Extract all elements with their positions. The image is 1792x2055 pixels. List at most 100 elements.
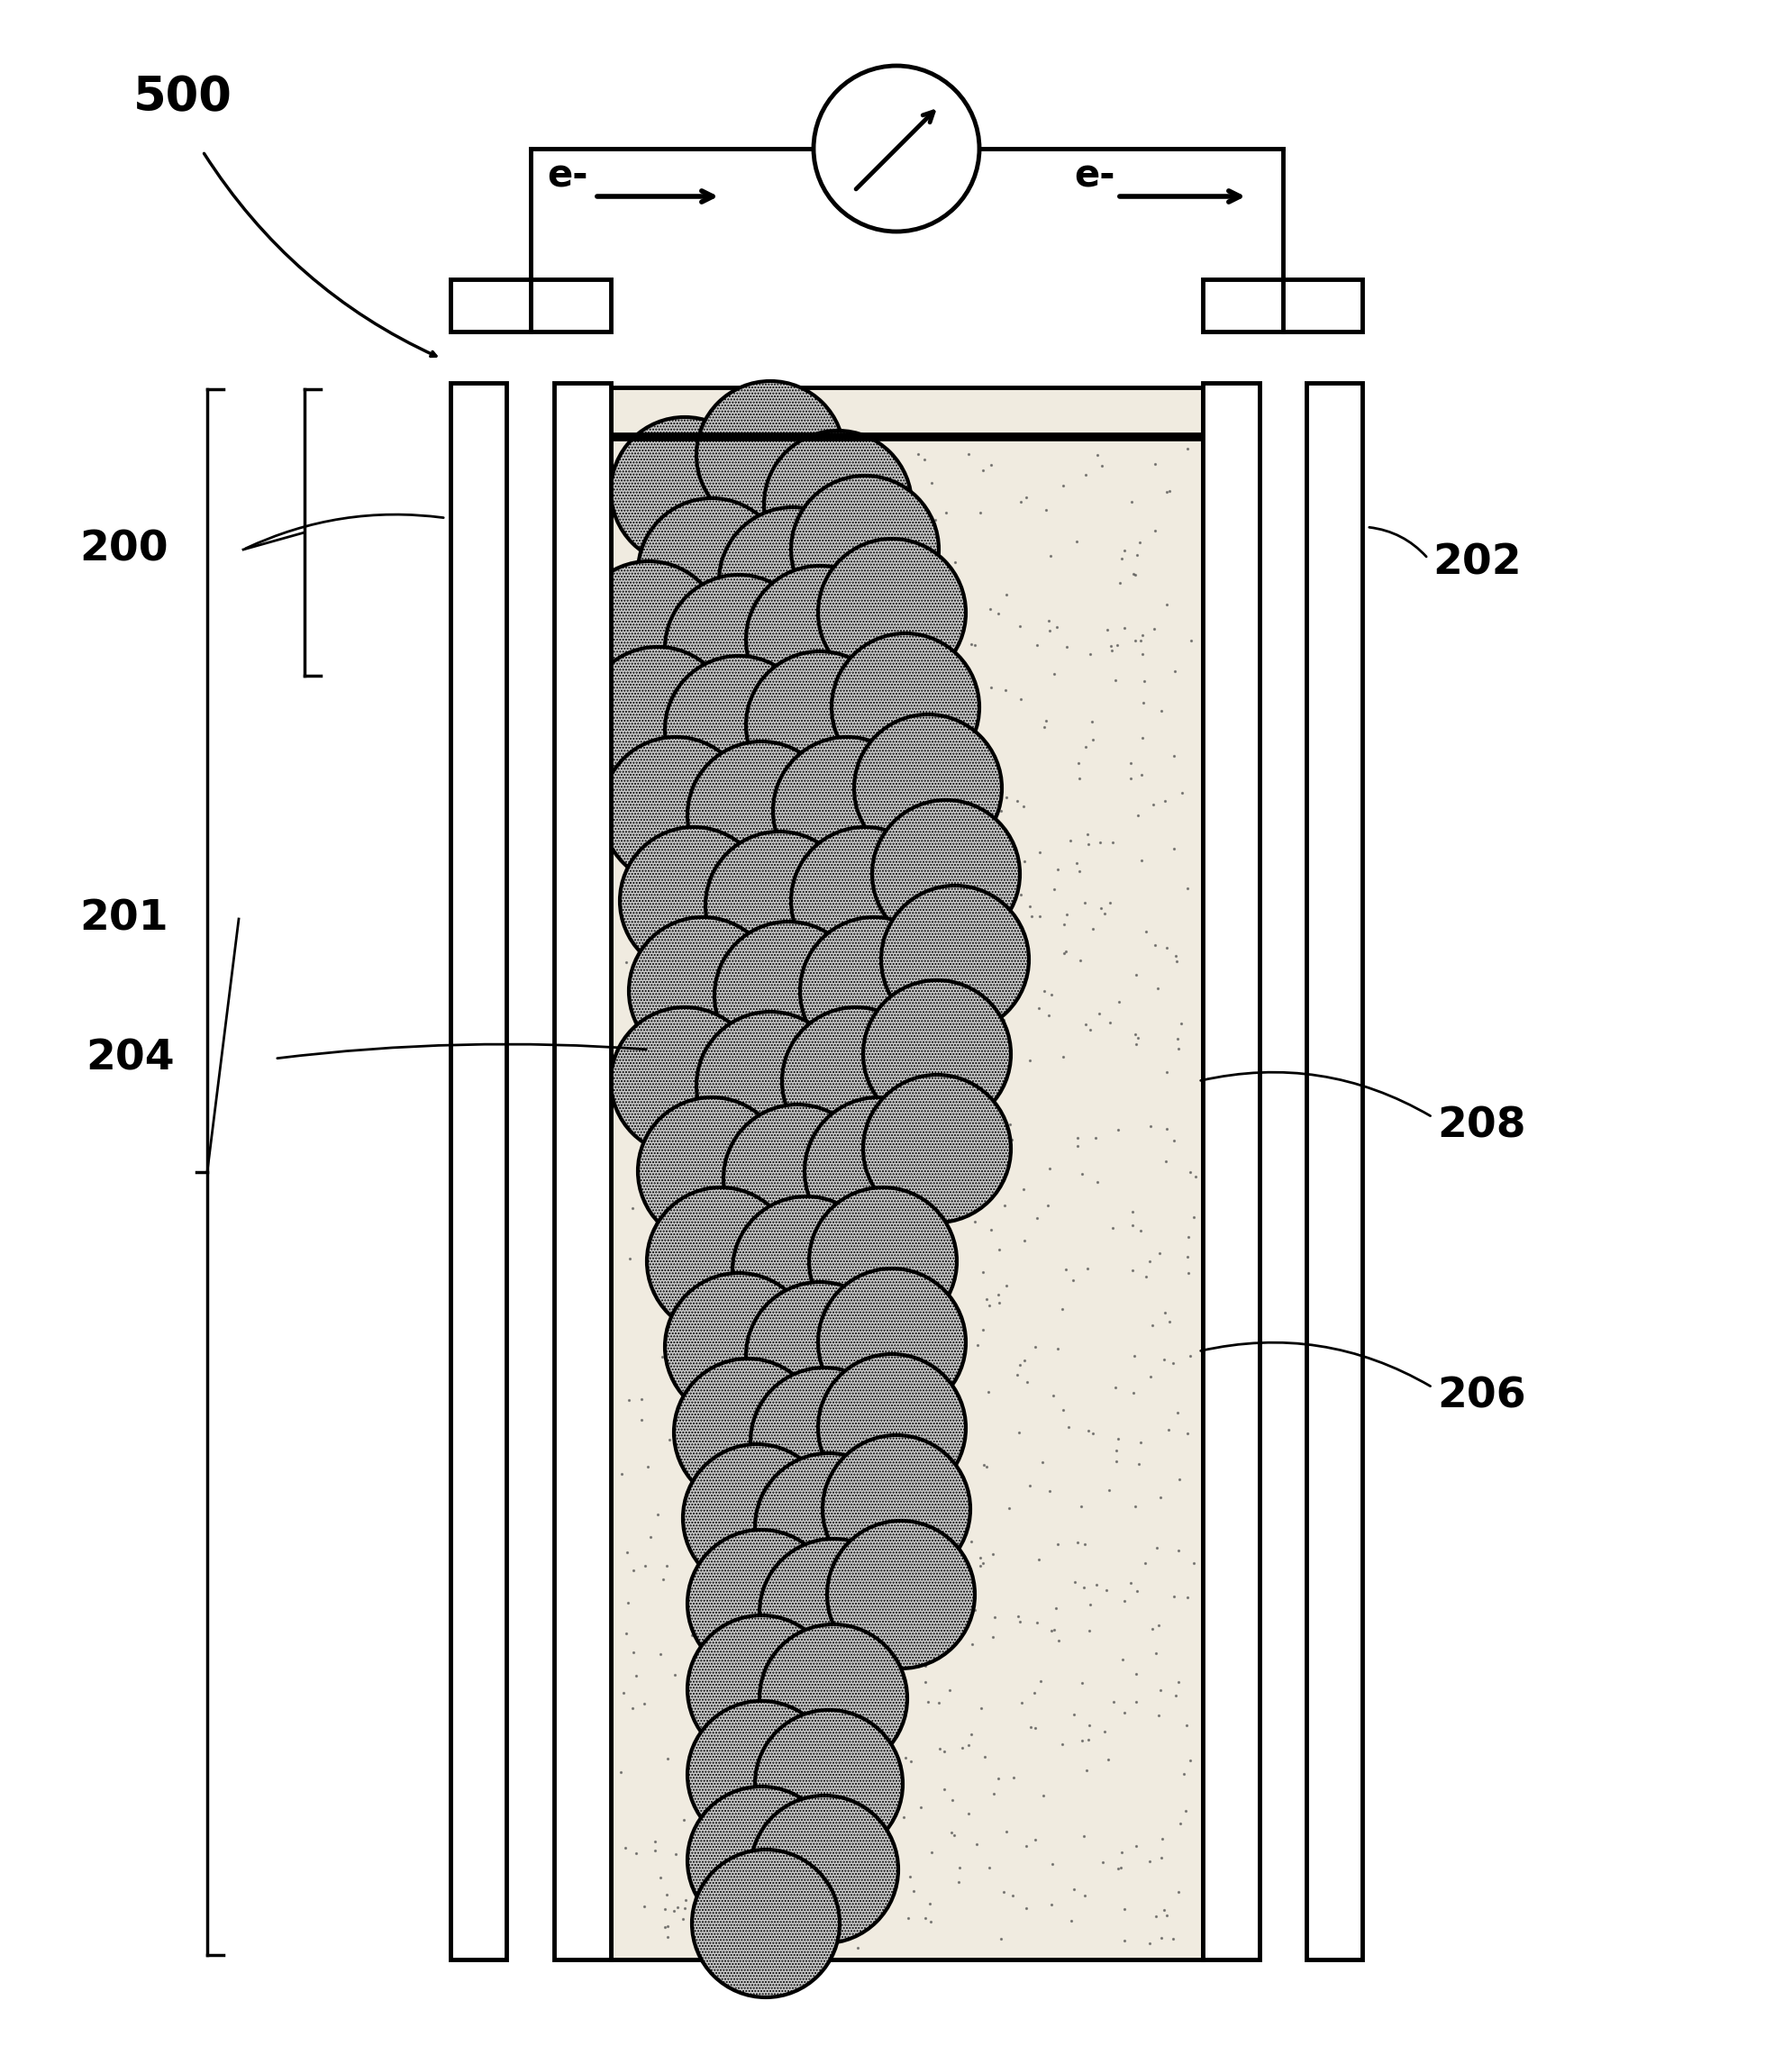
Point bbox=[656, 709, 685, 742]
Point bbox=[665, 1266, 694, 1299]
Point bbox=[720, 1792, 749, 1825]
Point bbox=[1136, 1360, 1165, 1393]
Text: 200: 200 bbox=[79, 530, 168, 569]
Circle shape bbox=[686, 1786, 835, 1934]
Point bbox=[966, 497, 995, 530]
Circle shape bbox=[683, 1445, 830, 1593]
Point bbox=[1043, 853, 1072, 886]
Point bbox=[857, 1325, 885, 1358]
Point bbox=[984, 1233, 1012, 1266]
Point bbox=[973, 890, 1002, 923]
Point bbox=[654, 1424, 683, 1457]
Point bbox=[681, 1404, 710, 1436]
Point bbox=[677, 1870, 706, 1903]
Point bbox=[735, 1562, 763, 1595]
Point bbox=[817, 1408, 846, 1441]
Point bbox=[1063, 1122, 1091, 1155]
Point bbox=[1025, 836, 1054, 869]
Point bbox=[668, 894, 697, 927]
Point bbox=[1070, 1878, 1098, 1911]
Point bbox=[1134, 1928, 1163, 1960]
Point bbox=[1068, 1572, 1097, 1605]
Point bbox=[615, 869, 643, 902]
Point bbox=[692, 1675, 720, 1708]
Point bbox=[896, 1745, 925, 1778]
Point bbox=[1163, 1876, 1192, 1909]
Point bbox=[1163, 1533, 1192, 1566]
Point bbox=[1034, 614, 1063, 647]
Point bbox=[742, 1141, 771, 1173]
Point bbox=[708, 1106, 737, 1138]
Point bbox=[819, 1741, 848, 1773]
Point bbox=[806, 429, 835, 462]
Point bbox=[1152, 588, 1181, 621]
Point bbox=[858, 1665, 887, 1697]
Bar bbox=[1202, 382, 1260, 1960]
Point bbox=[826, 676, 855, 709]
Point bbox=[650, 1911, 679, 1944]
Point bbox=[1002, 1358, 1030, 1391]
Point bbox=[1107, 1835, 1136, 1868]
Point bbox=[961, 1206, 989, 1239]
Point bbox=[851, 1782, 880, 1815]
Point bbox=[1029, 974, 1057, 1007]
Point bbox=[921, 503, 950, 536]
Point bbox=[871, 1124, 900, 1157]
Circle shape bbox=[751, 1367, 898, 1515]
Point bbox=[1143, 1609, 1172, 1642]
Point bbox=[616, 450, 645, 483]
Point bbox=[946, 982, 975, 1015]
Point bbox=[613, 1586, 642, 1619]
Point bbox=[1158, 1346, 1186, 1379]
Point bbox=[934, 890, 962, 923]
Point bbox=[774, 869, 803, 902]
Point bbox=[788, 869, 817, 902]
Point bbox=[1095, 629, 1124, 662]
Bar bbox=[611, 388, 1202, 1960]
Point bbox=[1142, 1899, 1170, 1932]
Point bbox=[1143, 972, 1172, 1005]
Point bbox=[1077, 705, 1106, 738]
Point bbox=[1124, 1449, 1152, 1482]
Circle shape bbox=[686, 1529, 835, 1677]
Point bbox=[828, 1533, 857, 1566]
Point bbox=[1124, 1021, 1152, 1054]
Point bbox=[864, 1011, 892, 1044]
Circle shape bbox=[760, 1623, 907, 1771]
Point bbox=[918, 466, 946, 499]
Point bbox=[611, 1831, 640, 1864]
Point bbox=[968, 1547, 996, 1580]
Point bbox=[749, 972, 778, 1005]
Text: 201: 201 bbox=[79, 898, 168, 939]
Point bbox=[1038, 978, 1066, 1011]
Point bbox=[652, 469, 681, 501]
Circle shape bbox=[602, 738, 749, 886]
Point bbox=[799, 1422, 828, 1455]
Point bbox=[681, 898, 710, 931]
Point bbox=[643, 904, 672, 937]
Point bbox=[948, 1307, 977, 1340]
Point bbox=[984, 1286, 1012, 1319]
Point bbox=[821, 1878, 849, 1911]
Point bbox=[821, 448, 849, 481]
Point bbox=[962, 1330, 991, 1362]
Circle shape bbox=[733, 1196, 880, 1344]
Point bbox=[874, 483, 903, 516]
Point bbox=[925, 1732, 953, 1765]
Point bbox=[1068, 1667, 1097, 1699]
Point bbox=[1172, 1416, 1201, 1449]
Point bbox=[1102, 1434, 1131, 1467]
Point bbox=[697, 1223, 726, 1256]
Point bbox=[708, 1739, 737, 1771]
Point bbox=[1002, 785, 1030, 818]
Point bbox=[701, 1155, 729, 1188]
Point bbox=[1036, 540, 1064, 573]
Point bbox=[1073, 1414, 1102, 1447]
Point bbox=[1005, 682, 1034, 715]
Point bbox=[876, 931, 905, 964]
Point bbox=[1055, 824, 1084, 857]
Point bbox=[894, 1021, 923, 1054]
Point bbox=[643, 1498, 672, 1531]
Circle shape bbox=[745, 651, 892, 799]
Point bbox=[706, 1901, 735, 1934]
